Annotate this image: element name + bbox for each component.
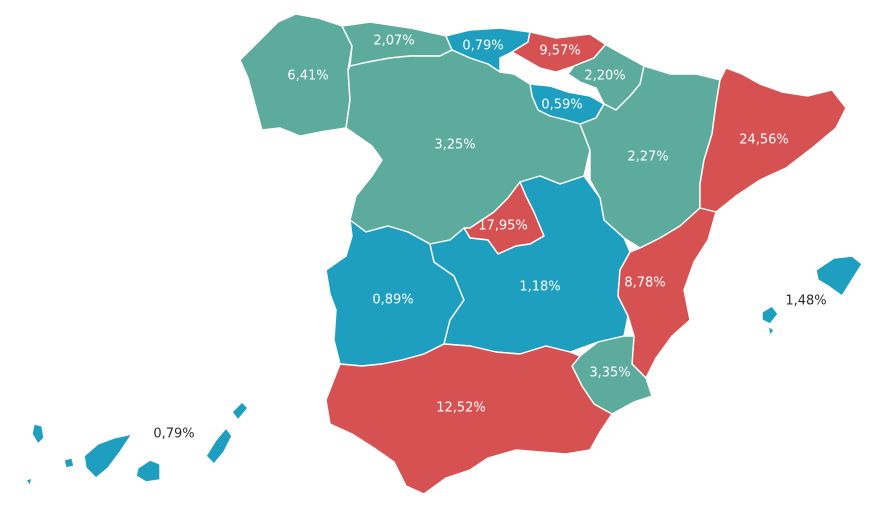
label-andalucia: 12,52% bbox=[436, 401, 486, 416]
label-asturias: 2,07% bbox=[373, 34, 414, 49]
label-castilla-la-mancha: 1,18% bbox=[519, 280, 560, 295]
label-valencia: 8,78% bbox=[624, 276, 665, 291]
label-canarias: 0,79% bbox=[153, 427, 194, 442]
label-pais-vasco: 9,57% bbox=[539, 44, 580, 59]
label-murcia: 3,35% bbox=[589, 366, 630, 381]
region-baleares bbox=[761, 255, 863, 337]
label-la-rioja: 0,59% bbox=[541, 98, 582, 113]
label-madrid: 17,95% bbox=[478, 219, 528, 234]
label-aragon: 2,27% bbox=[627, 150, 668, 165]
label-navarra: 2,20% bbox=[584, 69, 625, 84]
label-galicia: 6,41% bbox=[287, 69, 328, 84]
label-baleares: 1,48% bbox=[785, 294, 826, 309]
label-castilla-leon: 3,25% bbox=[434, 138, 475, 153]
label-cataluna: 24,56% bbox=[739, 133, 789, 148]
region-canarias bbox=[25, 401, 249, 487]
label-extremadura: 0,89% bbox=[372, 293, 413, 308]
region-cataluna bbox=[699, 67, 847, 213]
label-cantabria: 0,79% bbox=[462, 39, 503, 54]
region-andalucia bbox=[325, 343, 613, 495]
